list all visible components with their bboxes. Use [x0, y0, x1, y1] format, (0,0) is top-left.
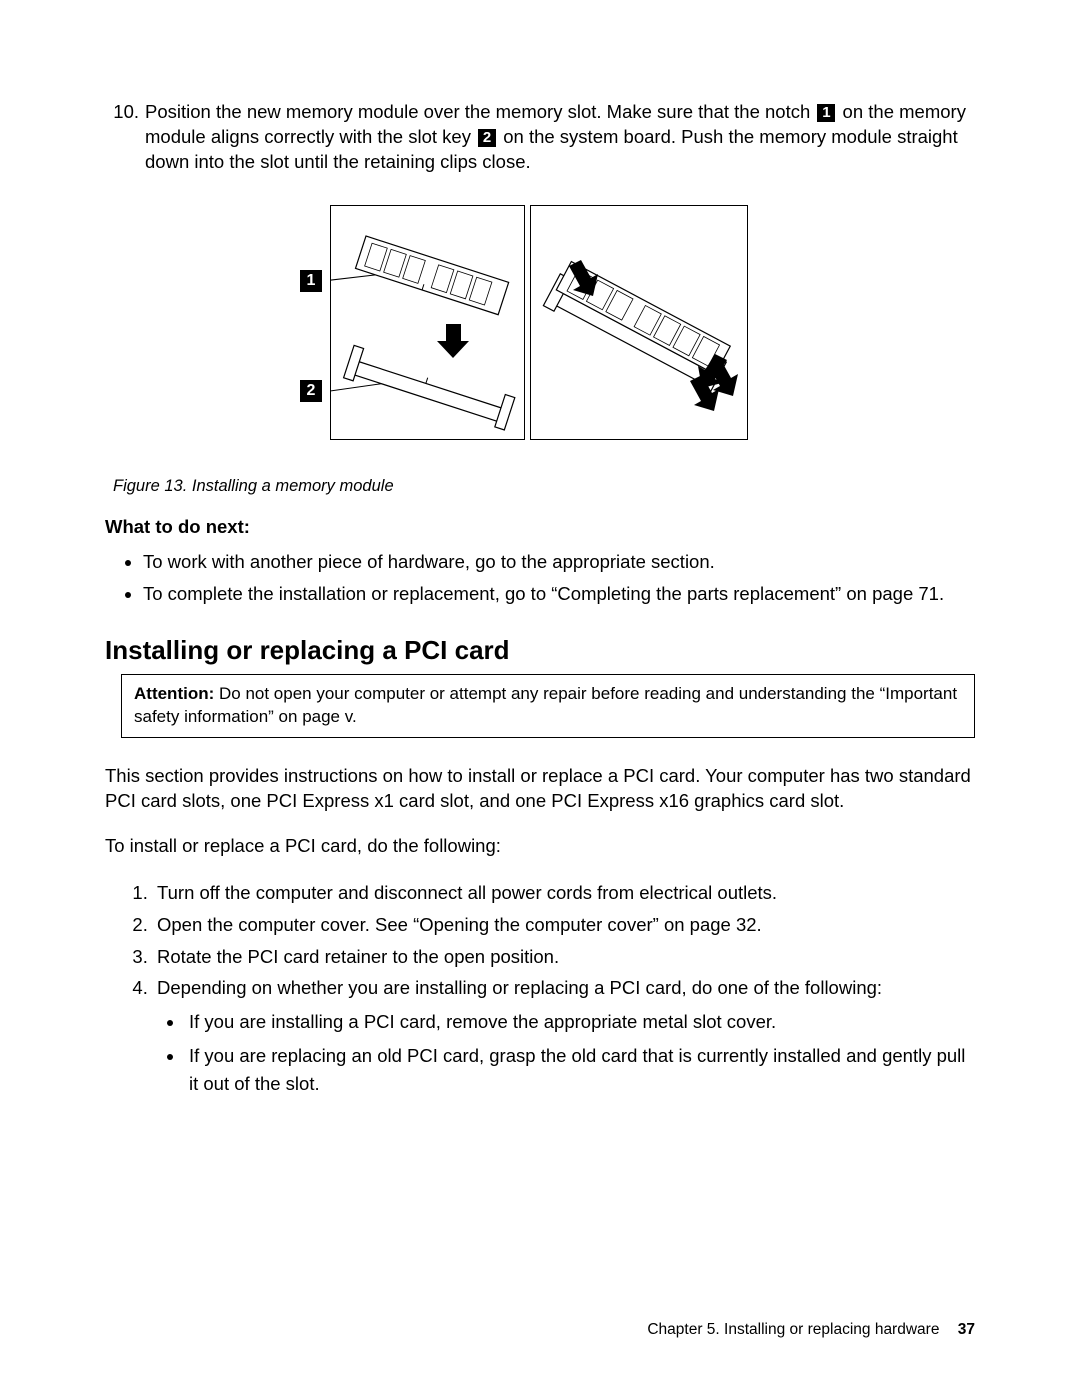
callout-inline-2: 2: [478, 129, 496, 147]
sub-list: If you are installing a PCI card, remove…: [157, 1008, 975, 1097]
section-heading: Installing or replacing a PCI card: [105, 635, 975, 666]
document-page: 10. Position the new memory module over …: [0, 0, 1080, 1397]
list-item: Rotate the PCI card retainer to the open…: [153, 943, 975, 971]
down-arrow-icon: [437, 324, 469, 358]
memory-module-diagram-left: [331, 206, 526, 441]
footer-chapter: Chapter 5. Installing or replacing hardw…: [647, 1321, 939, 1338]
list-item: Depending on whether you are installing …: [153, 974, 975, 1097]
list-item: To complete the installation or replacem…: [143, 580, 975, 608]
list-item: If you are replacing an old PCI card, gr…: [185, 1042, 975, 1098]
lead-paragraph: To install or replace a PCI card, do the…: [105, 834, 975, 859]
callout-inline-1: 1: [817, 104, 835, 122]
list-item: Turn off the computer and disconnect all…: [153, 879, 975, 907]
figure-13: 1 2: [105, 205, 975, 455]
attention-box: Attention: Do not open your computer or …: [121, 674, 975, 738]
memory-module-diagram-right: [531, 206, 749, 441]
figure-panel-right: [530, 205, 748, 440]
figure-caption: Figure 13. Installing a memory module: [113, 477, 975, 496]
step-10: 10. Position the new memory module over …: [105, 100, 975, 175]
procedure-list: Turn off the computer and disconnect all…: [105, 879, 975, 1097]
page-footer: Chapter 5. Installing or replacing hardw…: [647, 1321, 975, 1339]
figure-panel-left: [330, 205, 525, 440]
what-to-do-next-heading: What to do next:: [105, 516, 975, 538]
figure-callout-1: 1: [300, 270, 322, 292]
list-item: To work with another piece of hardware, …: [143, 548, 975, 576]
step-text: Position the new memory module over the …: [145, 100, 975, 175]
step-number: 10.: [105, 100, 145, 175]
figure-callout-2: 2: [300, 380, 322, 402]
intro-paragraph: This section provides instructions on ho…: [105, 764, 975, 814]
what-next-list: To work with another piece of hardware, …: [105, 548, 975, 608]
attention-label: Attention:: [134, 684, 214, 703]
list-item: If you are installing a PCI card, remove…: [185, 1008, 975, 1036]
attention-text: Do not open your computer or attempt any…: [134, 684, 957, 726]
step-text-part1: Position the new memory module over the …: [145, 101, 815, 122]
footer-page-number: 37: [958, 1321, 975, 1338]
step-text: Depending on whether you are installing …: [157, 977, 882, 998]
list-item: Open the computer cover. See “Opening th…: [153, 911, 975, 939]
